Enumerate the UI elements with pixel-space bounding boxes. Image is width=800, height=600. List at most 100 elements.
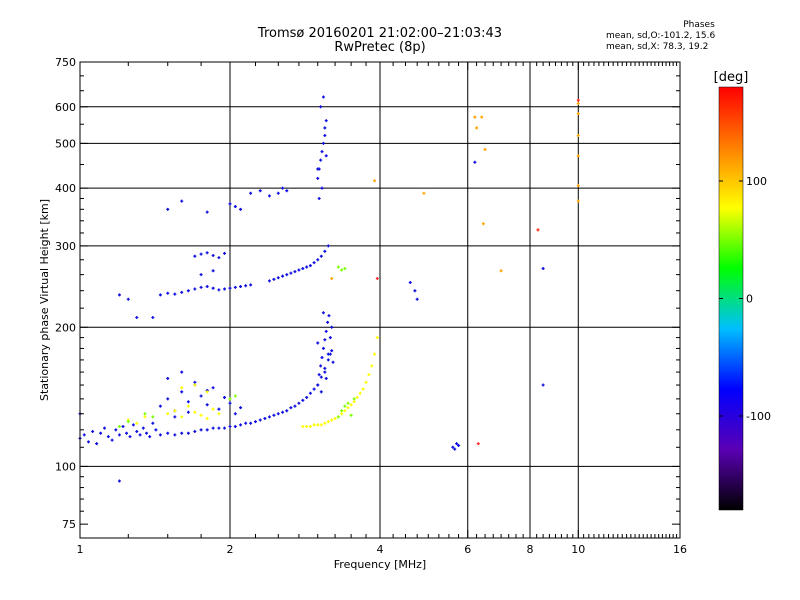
data-point [301,425,305,428]
data-point [199,394,203,398]
x-tick-label: 2 [227,543,234,556]
colorbar-tick-label: -100 [746,410,771,423]
data-point [228,425,232,428]
data-point [263,416,267,420]
data-point [180,370,184,374]
x-axis-label: Frequency [MHz] [334,558,426,571]
data-point [151,421,155,425]
y-tick-label: 400 [55,182,76,195]
data-point [483,147,487,151]
data-point [211,407,215,411]
colorbar-label: [deg] [714,70,749,85]
data-point [349,413,353,417]
data-point [223,395,227,399]
data-point [453,447,457,451]
data-point [205,428,209,432]
data-point [233,425,237,428]
data-point [319,364,323,368]
data-point [331,360,335,364]
data-point [141,426,145,430]
data-point [451,445,455,449]
data-point [285,189,289,193]
data-point [128,435,132,439]
data-point [121,425,125,428]
data-point [455,442,459,446]
x-axis: 1 2 4 6 8 10 16 [77,62,687,556]
data-point [355,395,359,399]
data-point [193,429,197,433]
data-point [285,273,289,277]
data-point [281,274,285,278]
data-point [308,391,312,395]
data-point [166,376,170,380]
data-point [308,264,312,268]
data-point [217,256,221,260]
data-point [343,267,347,271]
y-tick-label: 500 [55,137,76,150]
data-point [228,286,232,290]
data-point [316,423,320,427]
data-point [340,268,344,272]
data-point [253,420,257,424]
data-point [327,314,331,318]
y-tick-label: 75 [62,518,76,531]
phase-legend-line1: mean, sd,O:-101.2, 15.6 [606,31,716,41]
data-point [244,284,248,288]
data-point [135,421,139,425]
data-point [281,410,285,414]
data-point [319,105,323,109]
data-point [481,222,485,226]
data-point [173,415,177,419]
colorbar: [deg] 100 0 -100 [714,70,771,511]
data-point [323,338,327,342]
chart-subtitle: RwPretec (8p) [334,40,426,55]
data-point [249,283,253,287]
data-point [211,269,215,273]
data-point [324,329,328,333]
data-point [319,254,323,258]
data-point [343,404,347,408]
data-point [249,191,253,195]
data-point [211,286,215,290]
data-point [239,406,243,410]
data-point [330,277,334,281]
data-point [319,375,323,379]
data-point [110,438,114,442]
data-point [316,383,320,387]
data-point [541,267,545,271]
data-point [370,364,374,368]
data-point [321,95,325,99]
x-tick-label: 8 [527,543,534,556]
data-point [217,288,221,292]
data-point [186,404,190,408]
colorbar-ticks: 100 0 -100 [719,175,771,423]
data-point [228,202,232,206]
data-point [326,320,330,324]
data-point [91,429,95,433]
data-point [126,420,130,424]
data-point [158,433,162,437]
data-point [158,404,162,408]
data-point [223,251,227,255]
data-point [103,426,107,430]
data-point [323,366,327,370]
data-point [323,421,327,425]
data-point [272,277,276,281]
data-point [117,293,121,297]
x-tick-label: 10 [571,543,585,556]
data-point [349,403,353,407]
data-point [415,297,419,301]
data-point [324,376,328,380]
data-point [186,410,190,414]
data-point [576,134,580,138]
data-point [480,115,484,119]
data-point [346,401,350,405]
data-point [239,285,243,289]
data-point [323,126,327,130]
data-point [143,412,147,416]
data-point [117,433,121,437]
data-point [576,184,580,188]
data-point [323,134,327,138]
data-point [473,160,477,164]
data-point [276,412,280,416]
